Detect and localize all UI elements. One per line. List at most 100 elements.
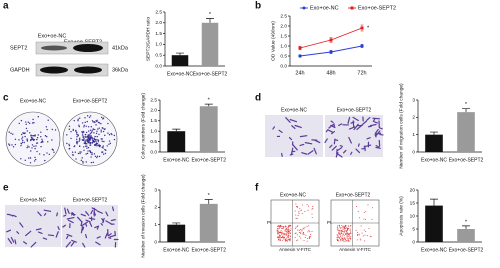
- colony: [96, 135, 98, 138]
- colony: [26, 146, 28, 149]
- event: [276, 236, 278, 238]
- colony: [90, 131, 93, 133]
- event: [343, 237, 345, 239]
- colony: [40, 131, 42, 133]
- event: [337, 236, 339, 238]
- colony: [84, 117, 86, 119]
- image-label: Exo+oe-SEPT2: [73, 98, 108, 104]
- colony: [90, 161, 93, 164]
- colony: [95, 140, 97, 142]
- colony: [92, 128, 94, 130]
- colony: [95, 124, 97, 126]
- event: [281, 232, 283, 234]
- colony: [51, 139, 53, 141]
- colony: [28, 157, 30, 159]
- colony: [20, 119, 23, 122]
- colony: [30, 138, 32, 141]
- bar: [199, 203, 218, 242]
- error-bar: [430, 198, 438, 206]
- cell: [23, 241, 28, 245]
- cell: [85, 223, 88, 227]
- colony: [98, 155, 101, 158]
- event: [279, 232, 281, 234]
- legend-label: Exo+oe-SEPT2: [358, 5, 396, 11]
- event: [337, 225, 339, 227]
- colony: [100, 129, 102, 131]
- event: [356, 206, 358, 208]
- colony: [100, 116, 103, 119]
- cell: [292, 143, 298, 151]
- cell: [281, 152, 283, 157]
- cell: [77, 216, 83, 223]
- cell: [329, 144, 333, 149]
- event: [344, 226, 346, 228]
- colony: [104, 128, 106, 130]
- cell: [95, 241, 101, 246]
- cell: [102, 217, 105, 224]
- colony: [34, 147, 36, 150]
- y-tick-label: 2.0: [150, 108, 157, 114]
- bar: [171, 55, 189, 66]
- colony: [27, 121, 30, 123]
- event: [286, 230, 288, 232]
- colony: [77, 134, 79, 137]
- cell: [366, 137, 371, 140]
- event: [289, 224, 291, 226]
- event: [344, 239, 346, 241]
- colony: [77, 118, 79, 121]
- y-axis-label: Apoptosis rate (%): [398, 196, 404, 236]
- event: [295, 226, 297, 228]
- event: [358, 217, 360, 219]
- event: [287, 234, 289, 236]
- colony: [14, 138, 17, 140]
- colony: [96, 130, 98, 133]
- event: [283, 238, 285, 240]
- event: [295, 232, 297, 234]
- colony: [108, 134, 111, 136]
- y-tick-label: 1: [412, 132, 415, 138]
- colony: [78, 140, 80, 142]
- event: [343, 238, 345, 240]
- event: [296, 206, 298, 208]
- colony: [41, 140, 44, 142]
- error-bar: [462, 225, 470, 229]
- colony: [95, 142, 98, 145]
- colony: [36, 137, 39, 139]
- cell: [301, 152, 308, 155]
- colony: [88, 135, 90, 137]
- colony: [93, 128, 96, 131]
- colony: [107, 122, 109, 125]
- cell: [335, 152, 339, 158]
- event: [337, 239, 339, 241]
- event: [280, 237, 282, 239]
- event: [286, 238, 288, 240]
- colony: [29, 122, 31, 125]
- error-bar: [172, 222, 181, 225]
- cell: [334, 139, 339, 142]
- x-tick-label: Exo+oe-SEPT2: [191, 157, 226, 163]
- colony: [77, 120, 79, 122]
- event: [277, 231, 279, 233]
- colony: [97, 141, 100, 143]
- event: [340, 231, 342, 233]
- colony: [31, 144, 34, 146]
- colony: [72, 154, 75, 156]
- y-tick-label: 1.5: [150, 118, 157, 124]
- cell: [342, 149, 347, 154]
- colony: [107, 132, 109, 134]
- colony: [92, 161, 95, 164]
- event: [298, 229, 300, 231]
- colony: [91, 137, 93, 140]
- event: [365, 210, 367, 212]
- cell: [339, 145, 343, 147]
- y-tick-label: 0.0: [155, 63, 162, 69]
- event: [288, 229, 290, 231]
- colony: [88, 137, 90, 139]
- colony: [95, 120, 97, 122]
- colony: [83, 149, 85, 151]
- colony: [89, 144, 92, 146]
- colony: [96, 156, 98, 159]
- colony: [76, 133, 78, 135]
- cell: [109, 234, 116, 238]
- event: [347, 225, 349, 227]
